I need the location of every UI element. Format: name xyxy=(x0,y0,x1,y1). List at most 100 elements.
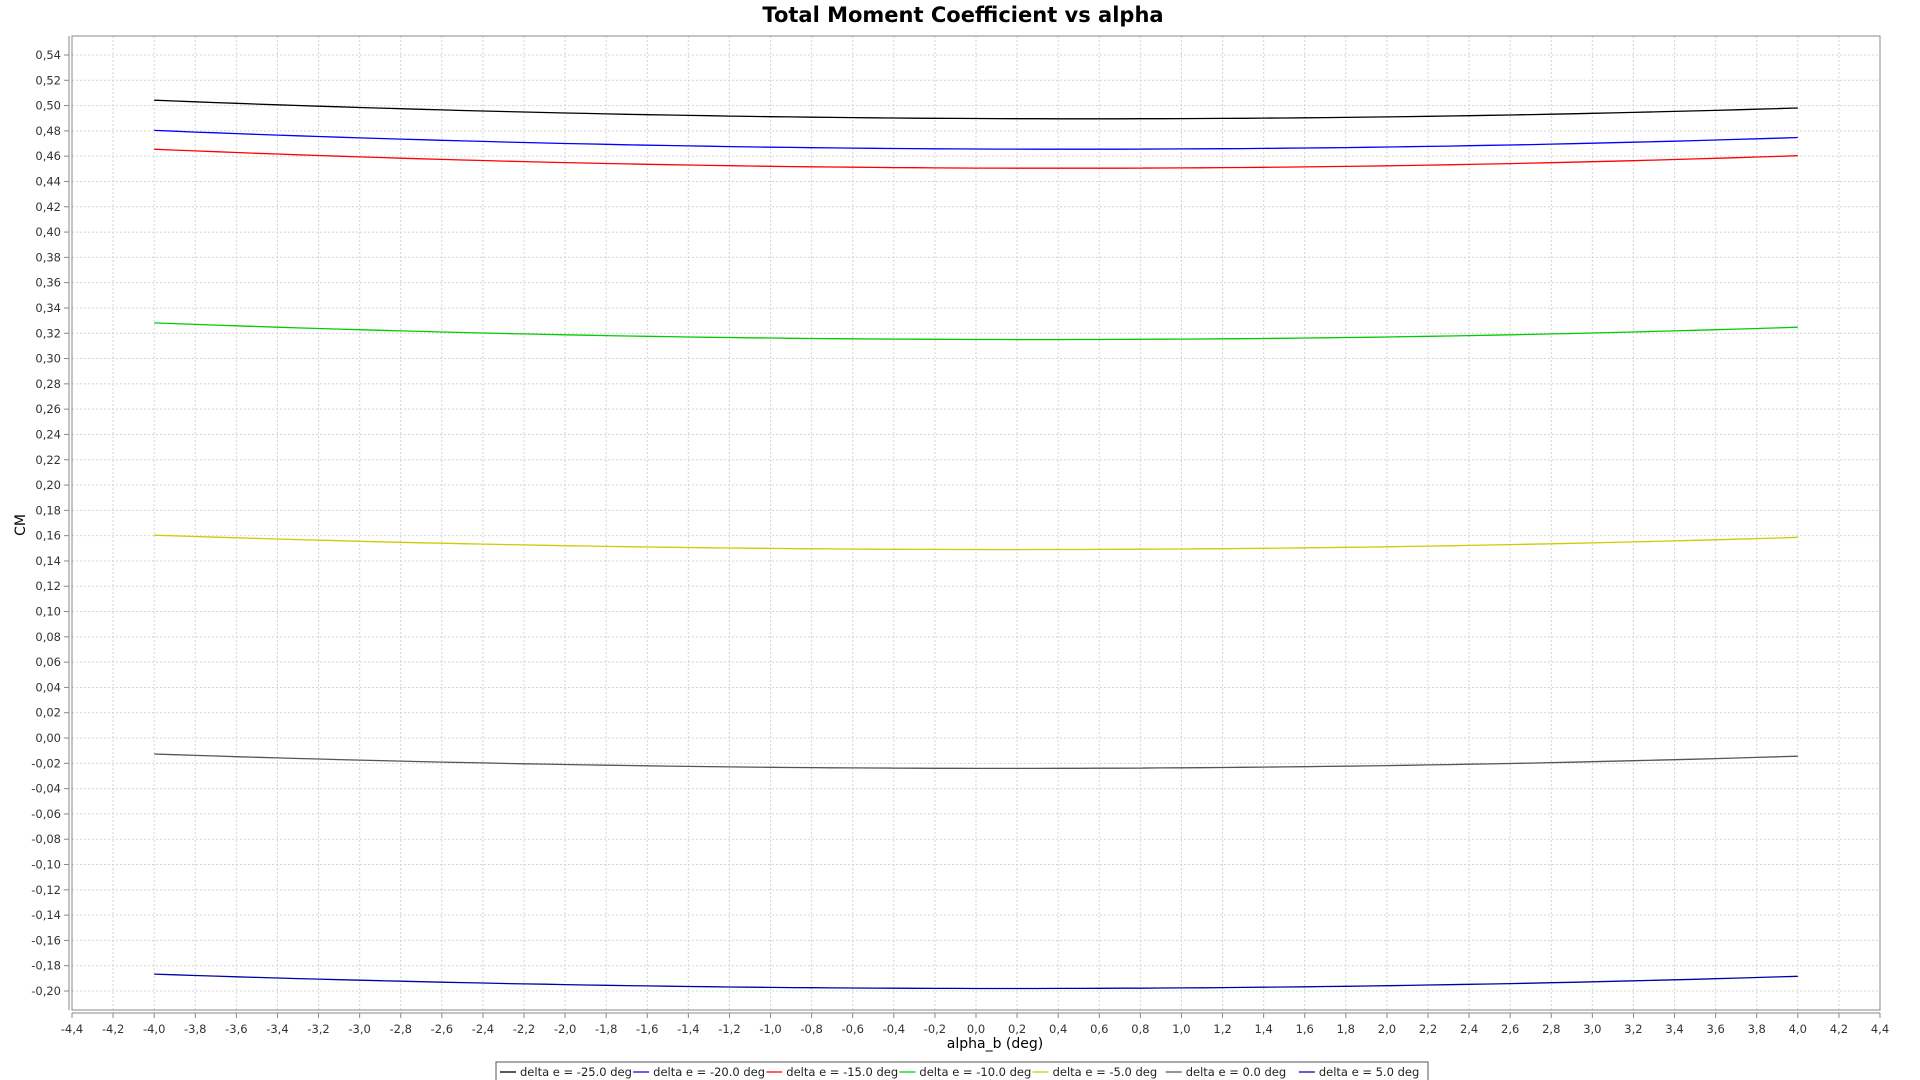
y-tick-label: 0,28 xyxy=(35,377,61,391)
legend-entry: delta e = -5.0 deg xyxy=(1053,1065,1158,1079)
x-tick-label: 2,0 xyxy=(1378,1022,1396,1036)
x-tick-label: 2,4 xyxy=(1460,1022,1478,1036)
legend-entry: delta e = -25.0 deg xyxy=(520,1065,632,1079)
x-tick-label: -4,2 xyxy=(102,1022,124,1036)
x-tick-label: 0,6 xyxy=(1090,1022,1108,1036)
axes xyxy=(64,35,1881,1018)
y-tick-label: 0,50 xyxy=(35,99,61,113)
y-tick-label: -0,04 xyxy=(31,782,61,796)
x-tick-label: -0,2 xyxy=(924,1022,946,1036)
x-tick-label: -1,8 xyxy=(595,1022,617,1036)
x-tick-label: -1,2 xyxy=(718,1022,740,1036)
series-line xyxy=(154,99,1798,120)
x-tick-label: 0,2 xyxy=(1008,1022,1026,1036)
x-tick-label: 0,0 xyxy=(967,1022,985,1036)
x-tick-label: -1,6 xyxy=(636,1022,658,1036)
legend-box xyxy=(495,1061,1429,1080)
x-tick-label: -4,0 xyxy=(143,1022,165,1036)
y-tick-label: 0,32 xyxy=(35,326,61,340)
y-tick-label: -0,16 xyxy=(31,933,61,947)
x-tick-label: 3,4 xyxy=(1665,1022,1683,1036)
y-tick-label: 0,24 xyxy=(35,427,61,441)
x-tick-label: 1,2 xyxy=(1213,1022,1231,1036)
y-tick-label: 0,04 xyxy=(35,680,61,694)
x-tick-label: -2,8 xyxy=(390,1022,412,1036)
y-tick-label: 0,10 xyxy=(35,605,61,619)
x-tick-label: -1,0 xyxy=(759,1022,781,1036)
x-tick-label: -1,4 xyxy=(677,1022,699,1036)
y-tick-label: 0,40 xyxy=(35,225,61,239)
plot-frame xyxy=(71,35,1881,1011)
y-tick-label: 0,14 xyxy=(35,554,61,568)
y-tick-label: -0,08 xyxy=(31,832,61,846)
y-tick-label: -0,12 xyxy=(31,883,61,897)
plot-area xyxy=(72,36,1880,1010)
y-tick-label: -0,14 xyxy=(31,908,61,922)
y-tick-label: 0,06 xyxy=(35,655,61,669)
y-tick-label: -0,20 xyxy=(31,984,61,998)
y-tick-label: 0,18 xyxy=(35,503,61,517)
x-tick-label: 3,0 xyxy=(1583,1022,1601,1036)
x-tick-label: 1,8 xyxy=(1337,1022,1355,1036)
x-tick-label: 4,2 xyxy=(1830,1022,1848,1036)
x-tick-label: -2,4 xyxy=(472,1022,494,1036)
y-tick-label: 0,12 xyxy=(35,579,61,593)
series-line xyxy=(154,322,1798,341)
x-tick-label: 4,4 xyxy=(1871,1022,1889,1036)
x-tick-label: 0,8 xyxy=(1131,1022,1149,1036)
plot-background xyxy=(72,36,1880,1010)
y-axis-label: CM xyxy=(13,514,29,536)
y-tick-label: 0,34 xyxy=(35,301,61,315)
x-tick-label: -0,4 xyxy=(883,1022,905,1036)
y-tick-label: 0,52 xyxy=(35,73,61,87)
y-tick-label: 0,16 xyxy=(35,529,61,543)
x-tick-labels: -4,4 -4,2 -4,0 -3,8 -3,6 -3,4 -3,2 -3,0 -2,8 -2,6… xyxy=(61,1022,1889,1036)
x-tick-label: -2,2 xyxy=(513,1022,535,1036)
x-tick-label: 3,8 xyxy=(1748,1022,1766,1036)
y-tick-label: 0,42 xyxy=(35,200,61,214)
y-tick-label: -0,02 xyxy=(31,756,61,770)
legend: delta e = -25.0 deg delta e = -20.0 deg de… xyxy=(495,1061,1429,1080)
y-tick-label: 0,38 xyxy=(35,250,61,264)
x-tick-label: 4,0 xyxy=(1789,1022,1807,1036)
legend-entry: delta e = -20.0 deg xyxy=(653,1065,765,1079)
x-axis-label: alpha_b (deg) xyxy=(947,1036,1043,1052)
y-tick-label: 0,22 xyxy=(35,453,61,467)
y-tick-label: -0,06 xyxy=(31,807,61,821)
y-tick-label: 0,26 xyxy=(35,402,61,416)
x-tick-label: -3,2 xyxy=(307,1022,329,1036)
x-tick-label: 2,6 xyxy=(1501,1022,1519,1036)
y-tick-label: 0,00 xyxy=(35,731,61,745)
x-tick-label: 1,0 xyxy=(1172,1022,1190,1036)
x-tick-label: -2,0 xyxy=(554,1022,576,1036)
legend-entry: delta e = 0.0 deg xyxy=(1186,1065,1286,1079)
x-tick-label: 2,2 xyxy=(1419,1022,1437,1036)
legend-entry: delta e = 5.0 deg xyxy=(1319,1065,1419,1079)
x-tick-label: -2,6 xyxy=(431,1022,453,1036)
x-tick-label: 1,6 xyxy=(1296,1022,1314,1036)
x-tick-label: -3,4 xyxy=(266,1022,288,1036)
y-tick-labels: -0,20 -0,18 -0,16 -0,14 -0,12 -0,10 -0,08 -0,06… xyxy=(31,48,61,998)
series-line xyxy=(154,973,1798,990)
y-tick-label: 0,48 xyxy=(35,124,61,138)
series-lines xyxy=(154,99,1798,990)
gridlines xyxy=(71,36,1881,1010)
series-line xyxy=(154,753,1798,770)
x-tick-label: -3,6 xyxy=(225,1022,247,1036)
y-tick-label: 0,02 xyxy=(35,706,61,720)
chart-title: Total Moment Coefficient vs alpha xyxy=(762,3,1163,27)
y-tick-label: -0,10 xyxy=(31,858,61,872)
y-tick-label: -0,18 xyxy=(31,959,61,973)
x-tick-label: 1,4 xyxy=(1254,1022,1272,1036)
x-tick-label: -4,4 xyxy=(61,1022,83,1036)
legend-entry: delta e = -15.0 deg xyxy=(786,1065,898,1079)
y-tick-label: 0,20 xyxy=(35,478,61,492)
y-tick-label: 0,30 xyxy=(35,352,61,366)
x-tick-label: 2,8 xyxy=(1542,1022,1560,1036)
y-tick-label: 0,36 xyxy=(35,276,61,290)
x-tick-label: 3,2 xyxy=(1624,1022,1642,1036)
y-tick-label: 0,44 xyxy=(35,174,61,188)
legend-entry: delta e = -10.0 deg xyxy=(919,1065,1031,1079)
y-tick-label: 0,54 xyxy=(35,48,61,62)
